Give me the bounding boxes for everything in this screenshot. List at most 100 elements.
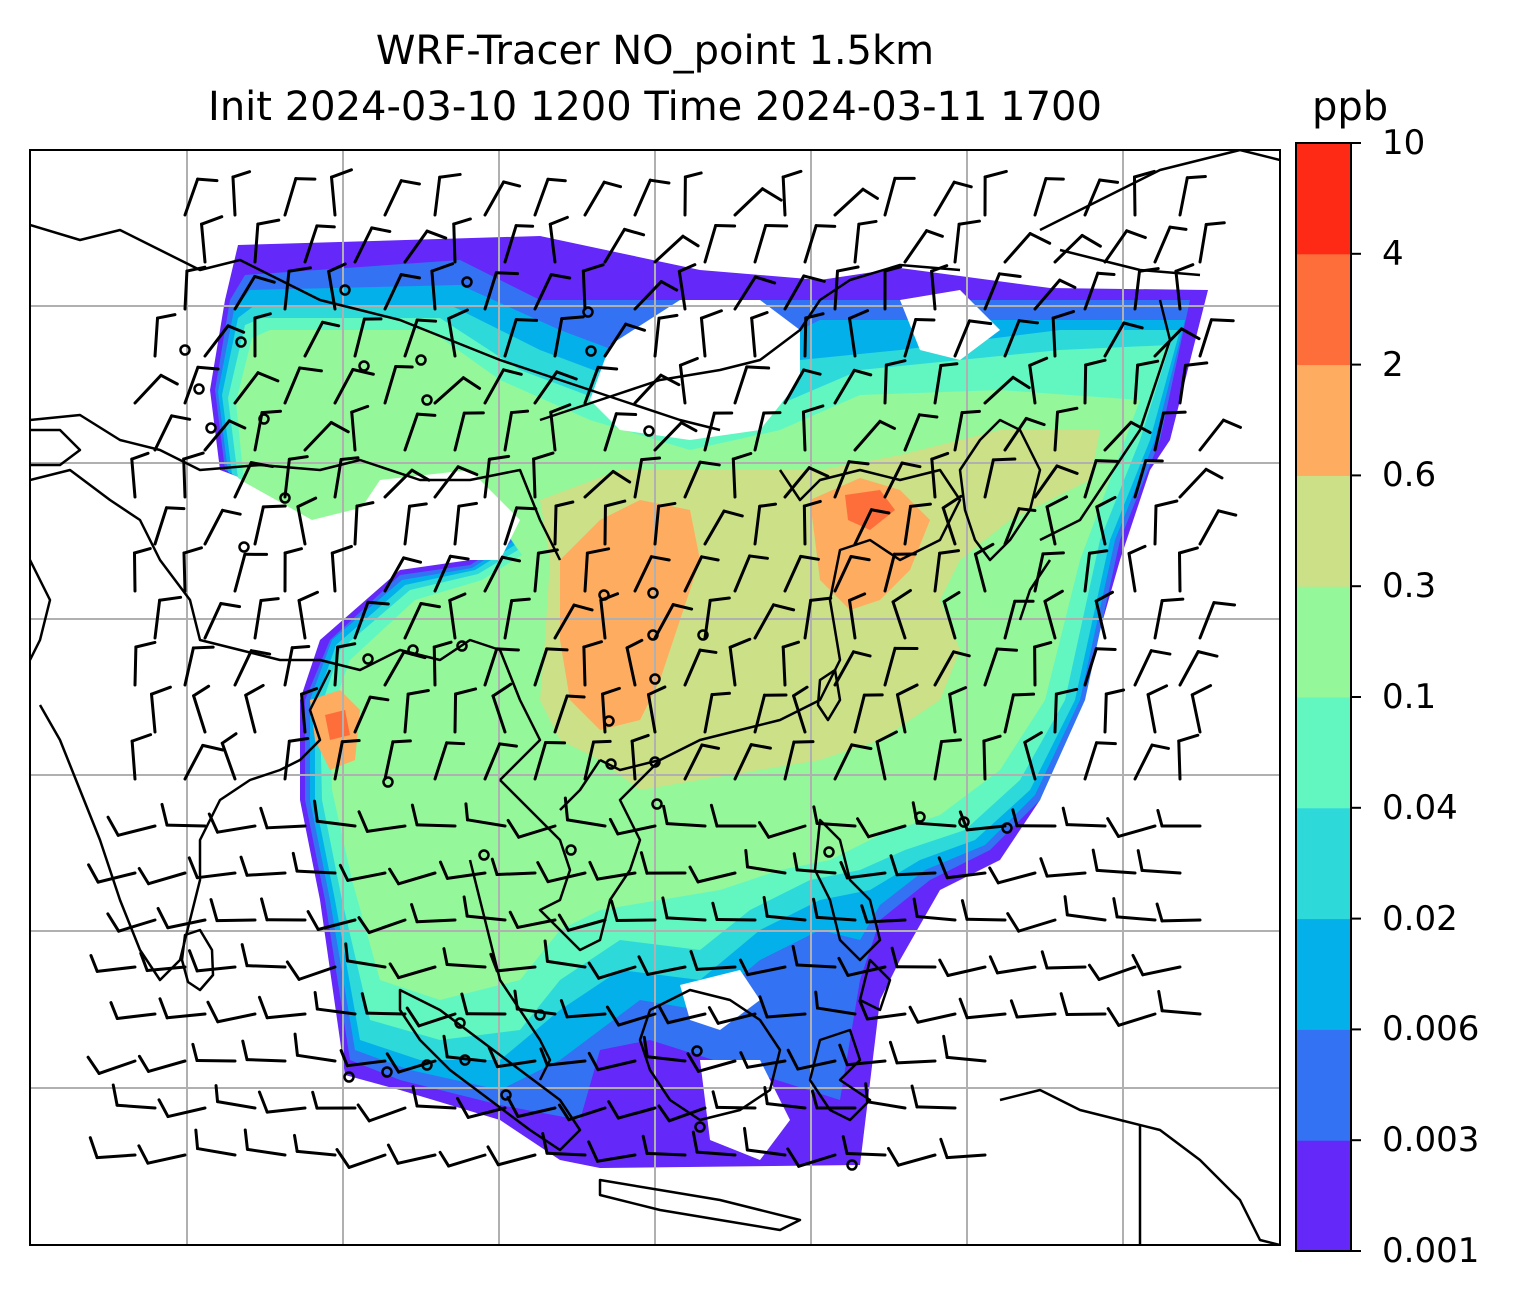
wind-barb (889, 854, 937, 877)
wind-barb (508, 910, 557, 929)
wind-barb (240, 943, 287, 969)
wind-barb (292, 1133, 337, 1157)
wind-barb (553, 694, 586, 734)
wind-barb (848, 309, 870, 358)
wind-barb (933, 362, 959, 405)
wind-barb (903, 318, 936, 358)
wind-barb (1174, 263, 1195, 311)
wind-barb (490, 857, 537, 877)
wind-barb (503, 318, 539, 358)
calm-wind-circle (461, 276, 473, 288)
wind-barb (533, 273, 572, 311)
wind-barb (853, 219, 878, 264)
wind-barb (405, 1006, 457, 1028)
calm-wind-circle (603, 715, 615, 727)
wind-barb (699, 309, 723, 358)
wind-barb (233, 552, 269, 593)
calm-wind-circle (500, 1089, 512, 1101)
wind-barb (559, 999, 607, 1019)
wind-barb (803, 596, 833, 640)
wind-barb (1190, 684, 1213, 734)
wind-barb (385, 1052, 437, 1074)
wind-barb (383, 273, 422, 311)
map-frame (29, 149, 1281, 1246)
wind-barb (438, 1150, 487, 1168)
wind-barb (153, 313, 177, 358)
wind-barb (329, 168, 353, 217)
wind-barb (403, 502, 428, 546)
tracer-no-data-hole (900, 290, 1000, 360)
wind-barb (313, 799, 357, 828)
wind-barb (783, 466, 830, 499)
wind-barbs (86, 168, 1242, 1169)
border-himalaya (30, 413, 562, 561)
tracer-level-0.6 (560, 500, 700, 730)
wind-barb (462, 895, 507, 922)
wind-barb (207, 812, 257, 834)
wind-barb (182, 546, 203, 593)
wind-barb (812, 897, 857, 922)
wind-barb (988, 955, 1037, 975)
wind-barb (453, 687, 478, 734)
wind-barb (157, 1098, 207, 1119)
wind-barb (833, 743, 873, 781)
calm-wind-circle (697, 629, 709, 641)
wind-barb (983, 375, 1031, 405)
wind-barb (183, 265, 207, 311)
wind-barb (1039, 857, 1087, 878)
map-title-line1: WRF-Tracer NO_point 1.5km (375, 28, 935, 74)
wind-barb (1059, 992, 1107, 1016)
wind-barb (583, 180, 623, 217)
wind-barb (403, 602, 441, 640)
wind-barb (973, 542, 995, 593)
wind-barb (1127, 544, 1147, 593)
wind-barb (731, 452, 753, 499)
wind-barb (1023, 731, 1043, 781)
wind-barb (300, 687, 319, 734)
wind-barb (875, 730, 898, 781)
wind-barb (933, 738, 962, 781)
wind-barb (130, 451, 150, 499)
wind-barb (194, 1128, 237, 1157)
calm-wind-markers (179, 276, 1013, 1171)
wind-barb (506, 818, 557, 839)
wind-barb (933, 549, 961, 593)
wind-barb (283, 455, 309, 499)
wind-barb (153, 506, 186, 546)
wind-barb (728, 637, 752, 687)
wind-barb (133, 640, 157, 687)
wind-barb (1198, 318, 1235, 358)
wind-barb (1033, 177, 1065, 217)
colorbar-tick-label: 0.001 (1382, 1231, 1480, 1271)
wind-barb (241, 1039, 287, 1063)
wind-barb (503, 409, 530, 452)
wind-barb (442, 947, 487, 969)
wind-barb (383, 556, 423, 593)
wind-barb (533, 647, 569, 687)
wind-barb (891, 589, 912, 640)
wind-barb (433, 465, 479, 499)
wind-barb (1198, 601, 1237, 640)
wind-barb (383, 468, 431, 499)
wind-barb (532, 451, 555, 499)
wind-barb (683, 648, 718, 687)
wind-barb (781, 169, 803, 217)
wind-barb (183, 743, 225, 781)
wind-barb (453, 501, 479, 546)
wind-barb (456, 1096, 507, 1119)
wind-barb (1045, 495, 1069, 546)
wind-barb (1153, 410, 1187, 452)
wind-barb (106, 815, 157, 837)
wind-barb (486, 1145, 537, 1167)
wind-barb (988, 866, 1037, 885)
wind-barb (856, 817, 907, 839)
colorbar-frame (1295, 142, 1352, 1252)
wind-barb (1103, 688, 1126, 734)
wind-barb (430, 262, 455, 311)
wind-barb (350, 404, 370, 452)
wind-barb (933, 650, 971, 687)
calm-wind-circle (649, 673, 661, 685)
calm-wind-circle (651, 798, 663, 810)
wind-barb (541, 1132, 587, 1157)
colorbar-segment (1296, 697, 1351, 809)
